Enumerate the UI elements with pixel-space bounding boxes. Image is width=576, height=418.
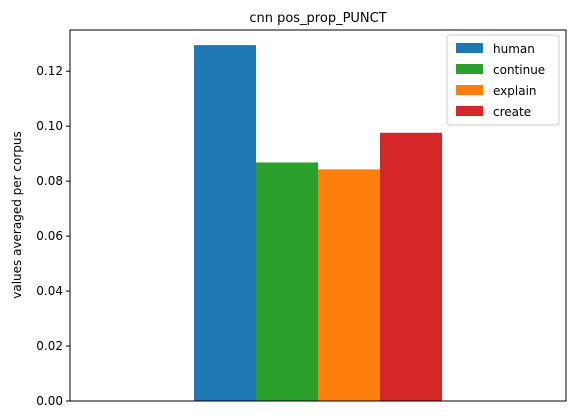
plot-frame	[69, 29, 567, 402]
bar-explain	[318, 169, 380, 401]
legend-box	[446, 34, 560, 126]
legend-swatch-human	[456, 43, 483, 53]
legend-swatch-continue	[456, 64, 483, 74]
bar-continue	[256, 162, 318, 401]
legend: human continue explain create	[446, 34, 560, 126]
y-tick-label: 0.12	[36, 64, 63, 78]
bar-create	[380, 132, 442, 401]
y-tick-label: 0.08	[36, 174, 63, 188]
chart-title: cnn pos_prop_PUNCT	[249, 11, 386, 26]
legend-label-create: create	[493, 105, 531, 119]
legend-swatch-create	[456, 106, 483, 116]
y-axis: 0.00 0.02 0.04 0.06 0.08 0.10 0.12	[36, 64, 70, 408]
y-axis-label: values averaged per corpus	[10, 131, 24, 299]
y-tick-label: 0.06	[36, 229, 63, 243]
y-tick-label: 0.00	[36, 394, 63, 408]
y-tick-label: 0.04	[36, 284, 63, 298]
y-tick-label: 0.02	[36, 339, 63, 353]
bars-group	[194, 45, 442, 402]
y-tick-label: 0.10	[36, 119, 63, 133]
legend-label-explain: explain	[493, 84, 537, 98]
legend-swatch-explain	[456, 85, 483, 95]
bar-human	[194, 45, 256, 402]
legend-label-continue: continue	[493, 63, 545, 77]
legend-label-human: human	[493, 42, 535, 56]
